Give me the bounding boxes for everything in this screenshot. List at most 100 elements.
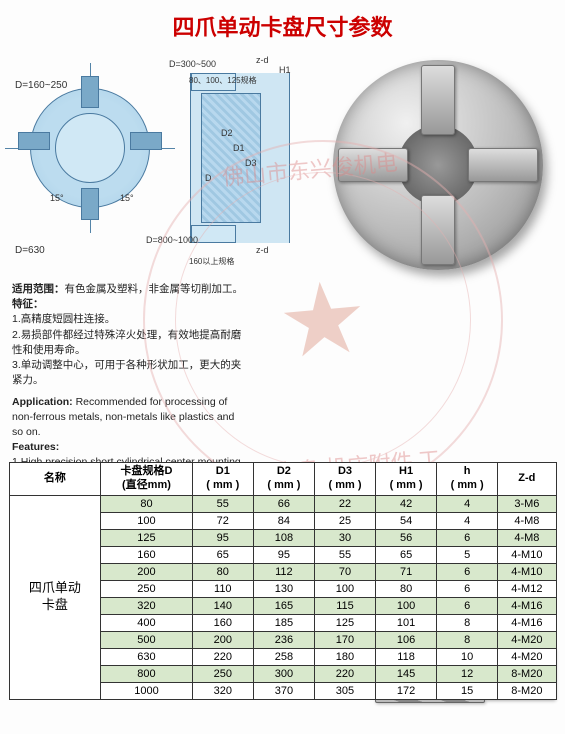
table-cell: 22 (314, 495, 375, 512)
label-d2: D2 (221, 128, 233, 138)
table-cell: 55 (192, 495, 253, 512)
schematic-front-view: D=160~250 D=630 15° 15° (20, 78, 160, 218)
table-row: 四爪单动卡盘805566224243-M6 (9, 495, 556, 512)
table-cell: 4 (437, 512, 498, 529)
angle-right: 15° (120, 193, 134, 203)
col-header: h( mm ) (437, 463, 498, 496)
table-cell: 5 (437, 546, 498, 563)
table-cell: 165 (253, 597, 314, 614)
table-cell: 185 (253, 614, 314, 631)
table-cell: 12 (437, 665, 498, 682)
row-group-name: 四爪单动卡盘 (9, 495, 101, 699)
table-cell: 66 (253, 495, 314, 512)
page-title: 四爪单动卡盘尺寸参数 (0, 0, 565, 48)
table-cell: 220 (192, 648, 253, 665)
col-header: D3( mm ) (314, 463, 375, 496)
table-cell: 130 (253, 580, 314, 597)
table-cell: 15 (437, 682, 498, 699)
col-header: H1( mm ) (376, 463, 437, 496)
table-cell: 101 (376, 614, 437, 631)
zh-scope-label: 适用范围： (12, 283, 65, 295)
table-cell: 4-M16 (498, 614, 556, 631)
en-app-label: Application: (12, 396, 73, 408)
table-cell: 4-M8 (498, 512, 556, 529)
table-cell: 65 (376, 546, 437, 563)
table-cell: 112 (253, 563, 314, 580)
table-cell: 300 (253, 665, 314, 682)
table-cell: 400 (101, 614, 193, 631)
dim-d630-label: D=630 (15, 245, 45, 256)
dim-d160-label: D=160~250 (15, 80, 67, 91)
label-D: D (205, 173, 212, 183)
label-d800: D=800~1000 (146, 235, 198, 245)
table-cell: 3-M6 (498, 495, 556, 512)
table-cell: 55 (314, 546, 375, 563)
table-cell: 4-M20 (498, 648, 556, 665)
table-cell: 1000 (101, 682, 193, 699)
zh-feat-3: 3.单动调整中心，可用于各种形状加工，更大的夹紧力。 (12, 358, 243, 388)
table-cell: 6 (437, 563, 498, 580)
table-cell: 8-M20 (498, 665, 556, 682)
en-feat-label: Features: (12, 441, 59, 453)
table-cell: 172 (376, 682, 437, 699)
label-spec80: 80、100、125规格 (189, 75, 257, 86)
description-zh: 适用范围：有色金属及塑料，非金属等切削加工。 特征： 1.高精度短圆柱连接。 2… (0, 278, 255, 391)
table-cell: 6 (437, 597, 498, 614)
label-h1: H1 (279, 65, 291, 75)
table-cell: 110 (192, 580, 253, 597)
zh-feat-label: 特征： (12, 297, 243, 312)
table-cell: 320 (101, 597, 193, 614)
table-cell: 80 (376, 580, 437, 597)
table-cell: 140 (192, 597, 253, 614)
label-d1: D1 (233, 143, 245, 153)
table-cell: 95 (192, 529, 253, 546)
table-cell: 56 (376, 529, 437, 546)
table-cell: 25 (314, 512, 375, 529)
table-cell: 95 (253, 546, 314, 563)
table-cell: 30 (314, 529, 375, 546)
schematic-side-view: z-d H1 D=300~500 80、100、125规格 D2 D1 D3 D… (190, 73, 290, 243)
zh-feat-2: 2.易损部件都经过特殊淬火处理，有效地提高耐磨性和使用寿命。 (12, 328, 243, 358)
table-cell: 4-M20 (498, 631, 556, 648)
table-cell: 65 (192, 546, 253, 563)
table-cell: 118 (376, 648, 437, 665)
table-cell: 145 (376, 665, 437, 682)
table-cell: 200 (192, 631, 253, 648)
table-cell: 4-M16 (498, 597, 556, 614)
table-cell: 84 (253, 512, 314, 529)
table-cell: 320 (192, 682, 253, 699)
angle-left: 15° (50, 193, 64, 203)
table-cell: 4-M10 (498, 563, 556, 580)
label-d300: D=300~500 (169, 59, 216, 69)
table-cell: 80 (192, 563, 253, 580)
label-zd: z-d (256, 55, 269, 65)
table-cell: 10 (437, 648, 498, 665)
table-cell: 170 (314, 631, 375, 648)
table-body: 四爪单动卡盘805566224243-M61007284255444-M8125… (9, 495, 556, 699)
col-header: D1( mm ) (192, 463, 253, 496)
table-cell: 4-M12 (498, 580, 556, 597)
col-header: D2( mm ) (253, 463, 314, 496)
table-cell: 4-M10 (498, 546, 556, 563)
table-cell: 250 (192, 665, 253, 682)
label-spec160: 160以上规格 (189, 256, 234, 267)
table-cell: 108 (253, 529, 314, 546)
table-cell: 71 (376, 563, 437, 580)
table-cell: 305 (314, 682, 375, 699)
zh-scope: 有色金属及塑料，非金属等切削加工。 (65, 283, 244, 295)
label-zd2: z-d (256, 245, 269, 255)
table-cell: 8 (437, 631, 498, 648)
table-cell: 115 (314, 597, 375, 614)
table-cell: 250 (101, 580, 193, 597)
table-cell: 8 (437, 614, 498, 631)
diagram-area: D=160~250 D=630 15° 15° z-d H1 D=300~500… (0, 48, 565, 278)
table-cell: 106 (376, 631, 437, 648)
table-cell: 500 (101, 631, 193, 648)
table-cell: 8-M20 (498, 682, 556, 699)
table-cell: 100 (376, 597, 437, 614)
label-d3: D3 (245, 158, 257, 168)
chuck-photo (323, 50, 553, 280)
table-cell: 200 (101, 563, 193, 580)
table-cell: 160 (101, 546, 193, 563)
table-cell: 100 (314, 580, 375, 597)
